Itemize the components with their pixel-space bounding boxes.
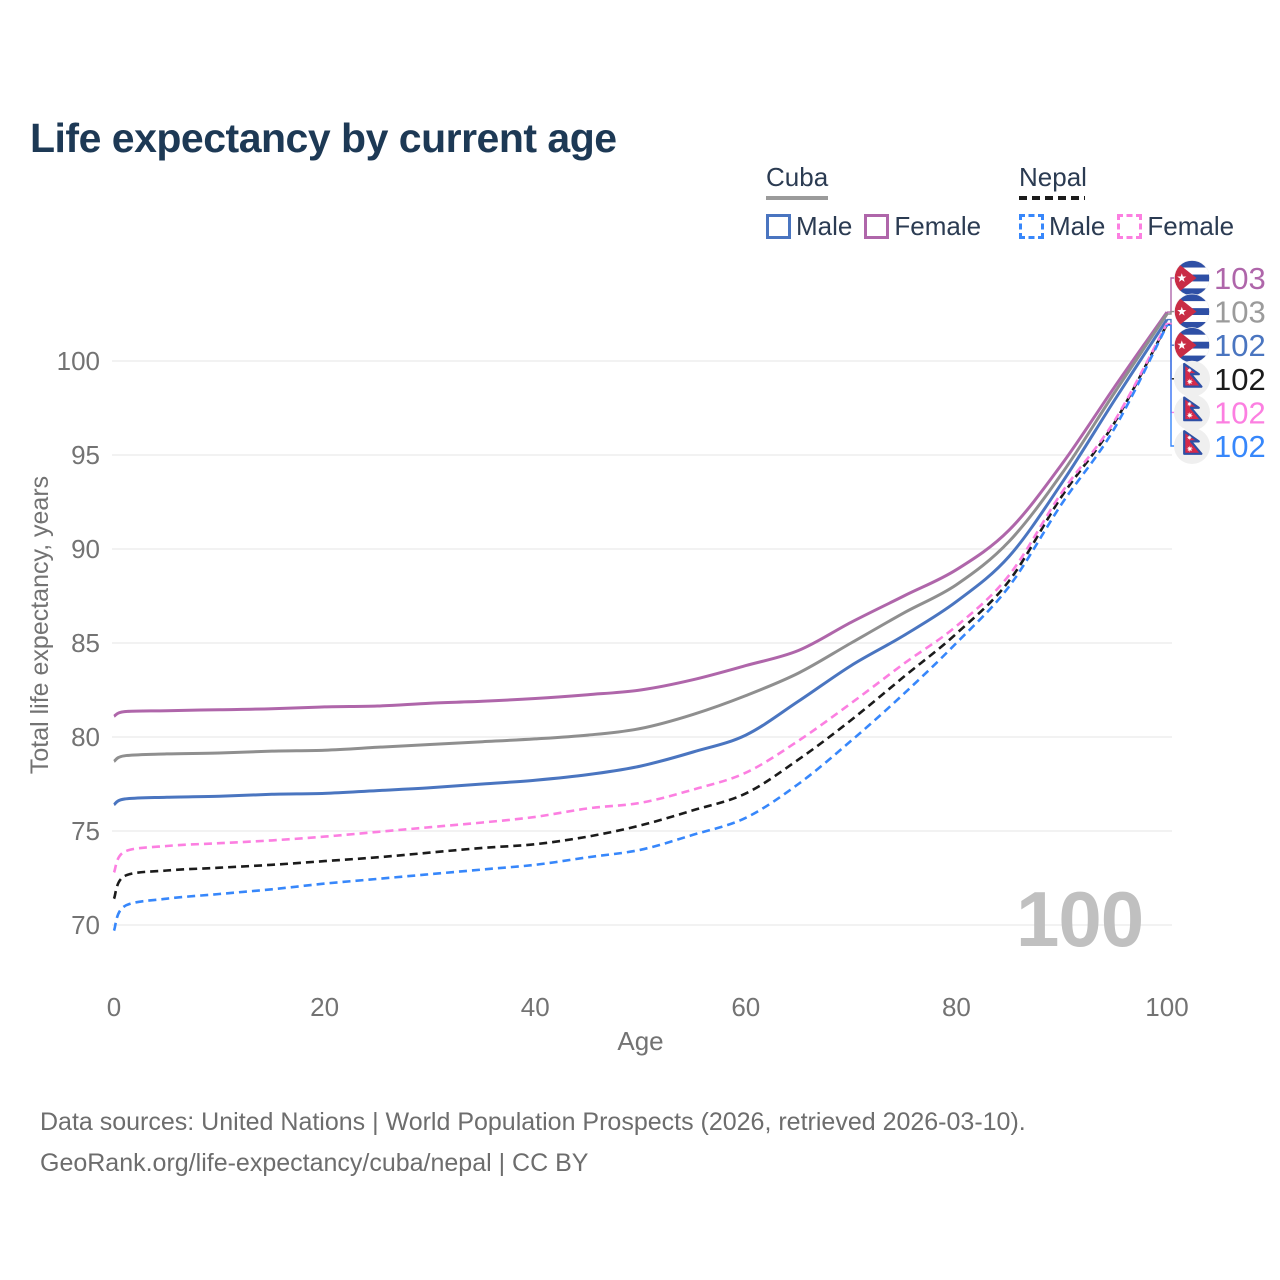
nepal-flag-icon bbox=[1174, 394, 1210, 431]
series-line-cuba-both-sexes[interactable] bbox=[113, 313, 1169, 763]
legend-swatch-cuba-male[interactable] bbox=[766, 214, 791, 239]
legend-label-cuba-male: Male bbox=[796, 211, 853, 241]
end-value-label-cuba-female: 103 bbox=[1214, 261, 1266, 296]
leader-line-cuba-female bbox=[1167, 277, 1175, 313]
nepal-flag-icon bbox=[1174, 360, 1210, 397]
nepal-flag-icon bbox=[1174, 428, 1210, 464]
end-value-label-cuba-male: 102 bbox=[1214, 328, 1266, 363]
page-title: Life expectancy by current age bbox=[30, 115, 617, 162]
y-tick-label: 95 bbox=[71, 440, 100, 470]
legend-label-nepal-male: Male bbox=[1049, 211, 1106, 241]
legend-swatch-nepal-male[interactable] bbox=[1019, 214, 1044, 239]
x-tick-label: 0 bbox=[107, 992, 121, 1022]
y-tick-label: 80 bbox=[71, 722, 100, 752]
leader-line-cuba-both-sexes bbox=[1167, 310, 1175, 315]
x-tick-label: 40 bbox=[521, 992, 550, 1022]
legend-label-nepal-female: Female bbox=[1147, 211, 1235, 241]
footer-attribution: GeoRank.org/life-expectancy/cuba/nepal |… bbox=[40, 1149, 589, 1177]
series-line-nepal-male[interactable] bbox=[112, 324, 1169, 932]
series-line-nepal-both-sexes[interactable] bbox=[112, 323, 1169, 900]
legend-country-nepal[interactable]: Nepal bbox=[1019, 162, 1087, 192]
legend-item-cuba-male[interactable]: Male bbox=[766, 211, 852, 242]
y-tick-label: 70 bbox=[71, 910, 100, 940]
legend-item-nepal-male[interactable]: Male bbox=[1019, 211, 1105, 242]
age-counter-watermark: 100 bbox=[1016, 875, 1144, 963]
legend-item-cuba-female[interactable]: Female bbox=[864, 211, 981, 242]
legend-swatch-cuba-female[interactable] bbox=[864, 214, 890, 239]
x-tick-label: 20 bbox=[310, 992, 339, 1022]
legend-underline-nepal-dashed bbox=[1019, 196, 1085, 200]
series-line-cuba-female[interactable] bbox=[113, 311, 1169, 718]
legend-group-cuba: Cuba Male Female bbox=[766, 162, 981, 242]
cuba-flag-icon bbox=[1174, 327, 1210, 364]
y-tick-label: 85 bbox=[71, 628, 100, 658]
x-tick-label: 60 bbox=[731, 992, 760, 1022]
x-axis-title: Age bbox=[617, 1026, 663, 1056]
y-axis-title: Total life expectancy, years bbox=[26, 476, 54, 774]
series-line-nepal-female[interactable] bbox=[112, 322, 1169, 874]
cuba-flag-icon bbox=[1174, 260, 1210, 296]
end-value-label-cuba-both-sexes: 103 bbox=[1214, 295, 1266, 330]
series-line-cuba-male[interactable] bbox=[113, 318, 1169, 807]
legend-swatch-nepal-female[interactable] bbox=[1117, 214, 1143, 239]
x-tick-label: 80 bbox=[942, 992, 971, 1022]
y-tick-label: 75 bbox=[71, 816, 100, 846]
legend-country-cuba[interactable]: Cuba bbox=[766, 162, 829, 192]
legend-item-nepal-female[interactable]: Female bbox=[1117, 211, 1234, 242]
end-value-label-nepal-both-sexes: 102 bbox=[1214, 362, 1266, 397]
end-value-label-nepal-male: 102 bbox=[1214, 429, 1266, 464]
cuba-flag-icon bbox=[1174, 293, 1210, 330]
x-tick-label: 100 bbox=[1145, 992, 1188, 1022]
footer: Data sources: United Nations | World Pop… bbox=[40, 1102, 1026, 1184]
end-value-label-nepal-female: 102 bbox=[1214, 395, 1266, 430]
legend-group-nepal: Nepal Male Female bbox=[1019, 162, 1234, 242]
legend-label-cuba-female: Female bbox=[894, 211, 982, 241]
footer-data-sources: Data sources: United Nations | World Pop… bbox=[40, 1108, 1026, 1136]
y-tick-label: 100 bbox=[57, 346, 100, 376]
legend-underline-cuba-solid bbox=[766, 196, 828, 200]
leader-line-nepal-male bbox=[1167, 324, 1175, 447]
y-tick-label: 90 bbox=[71, 534, 100, 564]
